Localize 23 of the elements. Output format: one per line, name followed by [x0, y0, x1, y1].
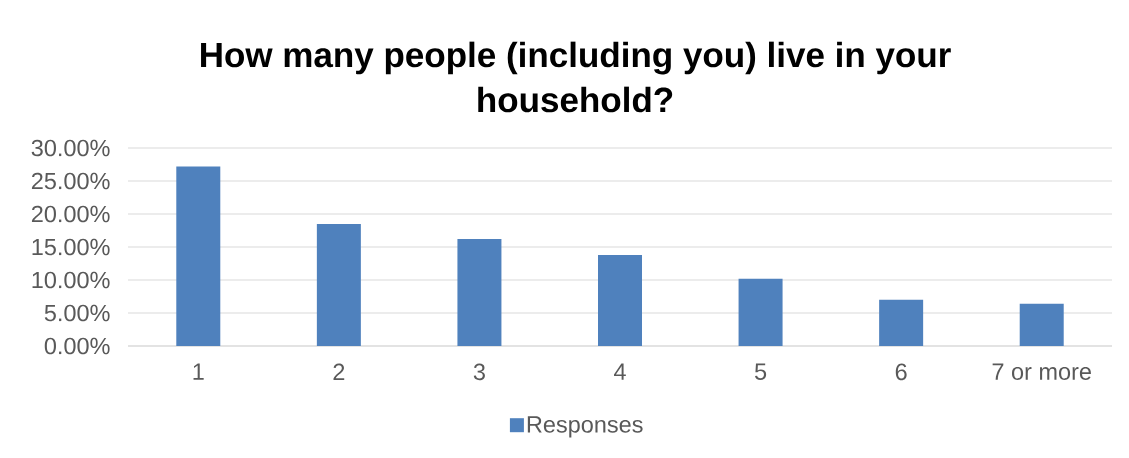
y-tick-label: 25.00% — [31, 172, 110, 190]
y-tick-label: 5.00% — [44, 304, 110, 322]
x-tick-label: 2 — [333, 363, 345, 380]
x-tick-label: 5 — [754, 363, 767, 380]
y-tick-label: 15.00% — [32, 238, 110, 256]
x-tick-label: 1 — [193, 363, 204, 380]
bar — [879, 299, 924, 346]
bar — [1019, 303, 1064, 346]
y-tick-label: 0.00% — [44, 337, 110, 355]
bar — [176, 166, 221, 346]
x-tick-label: 3 — [473, 363, 485, 381]
bar — [316, 223, 361, 346]
x-tick-label: 4 — [614, 363, 626, 380]
bar — [738, 278, 783, 346]
bar — [457, 239, 502, 346]
bar — [598, 254, 642, 346]
chart-title: How many people (including you) live in your household? — [201, 41, 951, 113]
x-tick-label: 6 — [895, 363, 907, 381]
y-tick-label: 10.00% — [32, 271, 110, 289]
y-tick-label: 30.00% — [31, 139, 110, 157]
y-tick-label: 20.00% — [31, 205, 110, 223]
x-tick-label: 7 or more — [992, 363, 1091, 380]
legend-label: Responses — [527, 416, 643, 438]
